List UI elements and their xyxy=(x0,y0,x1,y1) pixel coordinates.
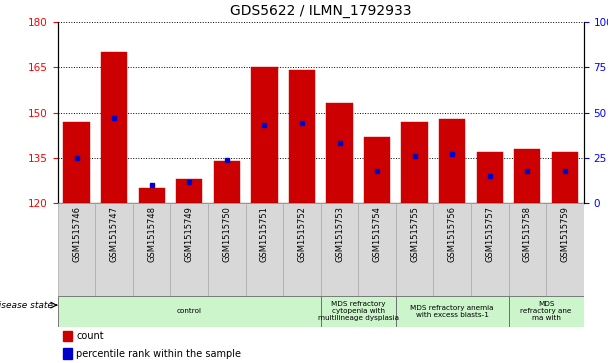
Bar xyxy=(321,203,358,296)
Bar xyxy=(95,203,133,296)
Bar xyxy=(246,203,283,296)
Bar xyxy=(396,203,434,296)
Text: GSM1515757: GSM1515757 xyxy=(485,206,494,262)
Bar xyxy=(58,296,320,327)
Bar xyxy=(471,203,508,296)
Title: GDS5622 / ILMN_1792933: GDS5622 / ILMN_1792933 xyxy=(230,4,412,18)
Text: GSM1515759: GSM1515759 xyxy=(561,206,570,262)
Text: GSM1515752: GSM1515752 xyxy=(297,206,306,262)
Bar xyxy=(358,203,396,296)
Text: GSM1515751: GSM1515751 xyxy=(260,206,269,262)
Text: control: control xyxy=(177,308,202,314)
Text: GSM1515753: GSM1515753 xyxy=(335,206,344,262)
Bar xyxy=(101,52,127,203)
Bar xyxy=(289,70,315,203)
Text: MDS refractory
cytopenia with
multilineage dysplasia: MDS refractory cytopenia with multilinea… xyxy=(318,301,399,321)
Bar xyxy=(176,179,202,203)
Bar xyxy=(551,152,578,203)
Bar xyxy=(213,161,240,203)
Text: GSM1515756: GSM1515756 xyxy=(447,206,457,262)
Text: GSM1515750: GSM1515750 xyxy=(223,206,231,262)
Bar xyxy=(546,203,584,296)
Bar xyxy=(439,119,465,203)
Bar xyxy=(63,122,90,203)
Bar xyxy=(58,203,95,296)
Bar xyxy=(251,67,277,203)
Bar xyxy=(434,203,471,296)
Bar xyxy=(508,203,546,296)
Text: disease state: disease state xyxy=(0,301,53,310)
Bar xyxy=(283,203,320,296)
Bar xyxy=(321,296,396,327)
Bar xyxy=(170,203,208,296)
Text: GSM1515747: GSM1515747 xyxy=(109,206,119,262)
Bar xyxy=(139,188,165,203)
Text: GSM1515746: GSM1515746 xyxy=(72,206,81,262)
Bar xyxy=(364,137,390,203)
Text: GSM1515749: GSM1515749 xyxy=(185,206,194,262)
Bar xyxy=(477,152,503,203)
Bar xyxy=(326,103,353,203)
Bar xyxy=(208,203,246,296)
Text: percentile rank within the sample: percentile rank within the sample xyxy=(76,348,241,359)
Text: MDS refractory anemia
with excess blasts-1: MDS refractory anemia with excess blasts… xyxy=(410,305,494,318)
Bar xyxy=(63,348,72,359)
Bar xyxy=(133,203,170,296)
Bar xyxy=(508,296,584,327)
Bar xyxy=(401,122,428,203)
Bar xyxy=(396,296,508,327)
Text: GSM1515758: GSM1515758 xyxy=(523,206,532,262)
Bar xyxy=(514,149,541,203)
Bar xyxy=(63,331,72,341)
Text: GSM1515755: GSM1515755 xyxy=(410,206,419,262)
Text: MDS
refractory ane
ma with: MDS refractory ane ma with xyxy=(520,301,572,321)
Text: GSM1515748: GSM1515748 xyxy=(147,206,156,262)
Text: GSM1515754: GSM1515754 xyxy=(373,206,382,262)
Text: count: count xyxy=(76,331,104,341)
